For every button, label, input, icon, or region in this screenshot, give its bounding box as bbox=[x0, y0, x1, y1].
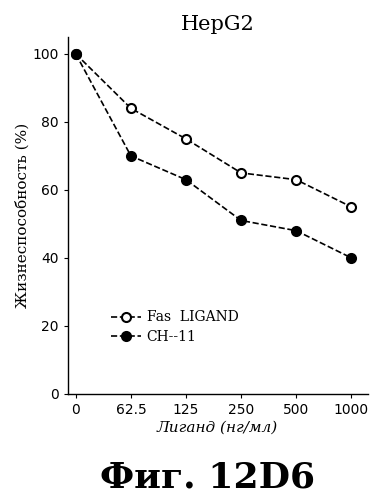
Y-axis label: Жизнеспособность (%): Жизнеспособность (%) bbox=[15, 122, 29, 308]
CH--11 bbox=[294, 228, 298, 234]
Fas  LIGAND bbox=[184, 136, 188, 142]
Fas  LIGAND bbox=[349, 204, 354, 210]
Fas  LIGAND bbox=[129, 106, 133, 112]
Fas  LIGAND bbox=[239, 170, 243, 176]
Fas  LIGAND bbox=[73, 51, 78, 57]
CH--11 bbox=[129, 153, 133, 159]
CH--11 bbox=[349, 255, 354, 261]
Title: HepG2: HepG2 bbox=[181, 15, 255, 34]
CH--11 bbox=[239, 218, 243, 224]
CH--11 bbox=[73, 51, 78, 57]
Fas  LIGAND bbox=[294, 176, 298, 182]
Line: CH--11: CH--11 bbox=[71, 50, 356, 262]
CH--11 bbox=[184, 176, 188, 182]
Text: Фиг. 12D6: Фиг. 12D6 bbox=[100, 461, 315, 495]
X-axis label: Лиганд (нг/мл): Лиганд (нг/мл) bbox=[157, 421, 278, 435]
Line: Fas  LIGAND: Fas LIGAND bbox=[71, 50, 356, 211]
Legend: Fas  LIGAND, CH--11: Fas LIGAND, CH--11 bbox=[111, 310, 238, 344]
